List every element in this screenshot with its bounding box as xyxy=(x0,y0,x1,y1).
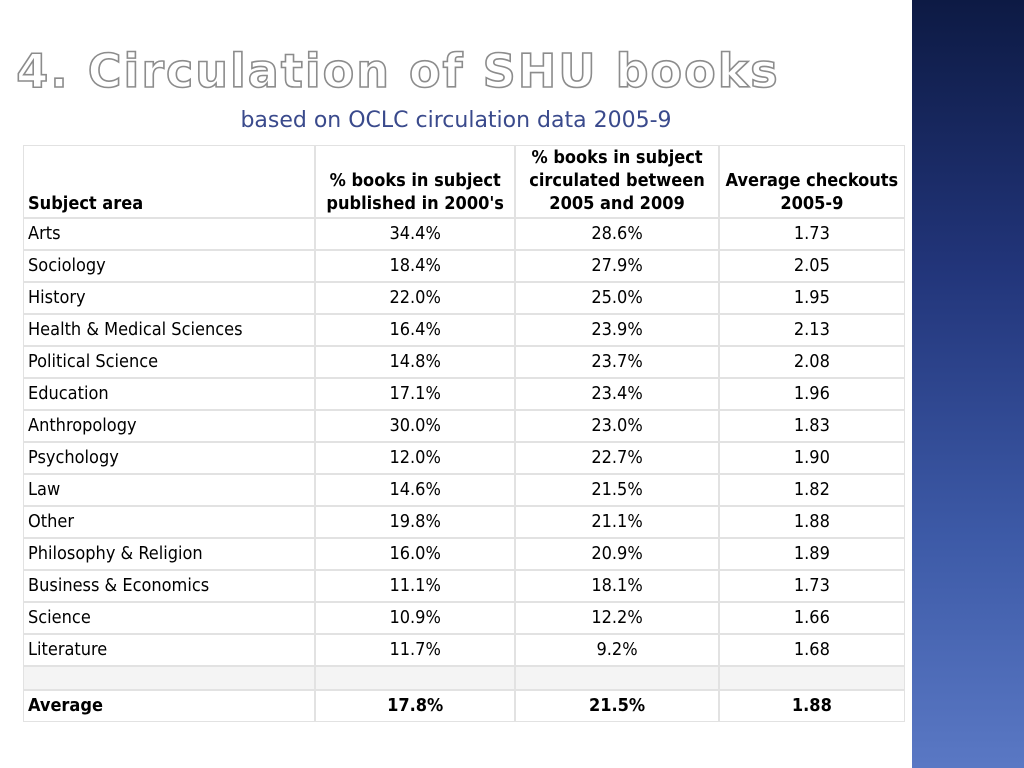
cell-subject: Law xyxy=(24,475,314,505)
cell-circulated: 23.0% xyxy=(516,411,718,441)
header-average-checkouts: Average checkouts 2005-9 xyxy=(719,146,904,217)
cell-circulated: 27.9% xyxy=(516,251,718,281)
spacer-row xyxy=(24,667,904,689)
cell-checkouts: 1.73 xyxy=(719,219,904,249)
spacer-cell xyxy=(315,667,515,689)
cell-circulated: 21.5% xyxy=(516,475,718,505)
cell-circulated: 20.9% xyxy=(516,539,718,569)
slide-title: 4. Circulation of SHU books xyxy=(15,43,780,99)
average-row: Average 17.8% 21.5% 1.88 xyxy=(24,691,904,721)
cell-subject: Science xyxy=(24,603,314,633)
cell-subject: Education xyxy=(24,379,314,409)
table-row: Arts 34.4% 28.6% 1.73 xyxy=(24,219,904,249)
table-row: Other 19.8% 21.1% 1.88 xyxy=(24,507,904,537)
cell-published: 16.4% xyxy=(315,315,515,345)
spacer-cell xyxy=(516,667,718,689)
cell-circulated: 28.6% xyxy=(516,219,718,249)
table-row: Business & Economics 11.1% 18.1% 1.73 xyxy=(24,571,904,601)
average-circulated: 21.5% xyxy=(516,691,718,721)
decorative-side-panel xyxy=(912,0,1024,768)
cell-circulated: 12.2% xyxy=(516,603,718,633)
cell-subject: Sociology xyxy=(24,251,314,281)
cell-published: 11.7% xyxy=(315,635,515,665)
cell-checkouts: 2.08 xyxy=(719,347,904,377)
table-row: History 22.0% 25.0% 1.95 xyxy=(24,283,904,313)
cell-published: 34.4% xyxy=(315,219,515,249)
cell-subject: Other xyxy=(24,507,314,537)
cell-circulated: 25.0% xyxy=(516,283,718,313)
average-published: 17.8% xyxy=(315,691,515,721)
table-row: Literature 11.7% 9.2% 1.68 xyxy=(24,635,904,665)
cell-checkouts: 1.90 xyxy=(719,443,904,473)
cell-checkouts: 1.66 xyxy=(719,603,904,633)
cell-circulated: 22.7% xyxy=(516,443,718,473)
cell-circulated: 23.4% xyxy=(516,379,718,409)
cell-published: 18.4% xyxy=(315,251,515,281)
table-row: Science 10.9% 12.2% 1.66 xyxy=(24,603,904,633)
cell-published: 10.9% xyxy=(315,603,515,633)
cell-circulated: 23.7% xyxy=(516,347,718,377)
cell-subject: Anthropology xyxy=(24,411,314,441)
cell-published: 14.6% xyxy=(315,475,515,505)
cell-checkouts: 1.89 xyxy=(719,539,904,569)
cell-published: 17.1% xyxy=(315,379,515,409)
cell-checkouts: 1.95 xyxy=(719,283,904,313)
cell-checkouts: 1.83 xyxy=(719,411,904,441)
cell-subject: Psychology xyxy=(24,443,314,473)
table-row: Sociology 18.4% 27.9% 2.05 xyxy=(24,251,904,281)
header-subject-area: Subject area xyxy=(24,146,314,217)
spacer-cell xyxy=(24,667,314,689)
table-row: Philosophy & Religion 16.0% 20.9% 1.89 xyxy=(24,539,904,569)
table-header-row: Subject area % books in subject publishe… xyxy=(24,146,904,217)
cell-subject: Literature xyxy=(24,635,314,665)
cell-checkouts: 2.13 xyxy=(719,315,904,345)
cell-checkouts: 1.82 xyxy=(719,475,904,505)
table-row: Political Science 14.8% 23.7% 2.08 xyxy=(24,347,904,377)
cell-subject: History xyxy=(24,283,314,313)
table-row: Health & Medical Sciences 16.4% 23.9% 2.13 xyxy=(24,315,904,345)
header-circulated-2005-2009: % books in subject circulated between 20… xyxy=(516,146,718,217)
cell-published: 11.1% xyxy=(315,571,515,601)
cell-published: 30.0% xyxy=(315,411,515,441)
cell-circulated: 21.1% xyxy=(516,507,718,537)
cell-published: 22.0% xyxy=(315,283,515,313)
cell-checkouts: 1.73 xyxy=(719,571,904,601)
cell-subject: Business & Economics xyxy=(24,571,314,601)
average-checkouts: 1.88 xyxy=(719,691,904,721)
cell-checkouts: 2.05 xyxy=(719,251,904,281)
spacer-cell xyxy=(719,667,904,689)
average-label: Average xyxy=(24,691,314,721)
cell-checkouts: 1.68 xyxy=(719,635,904,665)
cell-subject: Philosophy & Religion xyxy=(24,539,314,569)
cell-checkouts: 1.96 xyxy=(719,379,904,409)
cell-circulated: 9.2% xyxy=(516,635,718,665)
table-row: Psychology 12.0% 22.7% 1.90 xyxy=(24,443,904,473)
cell-published: 14.8% xyxy=(315,347,515,377)
table-row: Law 14.6% 21.5% 1.82 xyxy=(24,475,904,505)
cell-published: 12.0% xyxy=(315,443,515,473)
cell-circulated: 23.9% xyxy=(516,315,718,345)
header-published-2000s: % books in subject published in 2000's xyxy=(315,146,515,217)
cell-circulated: 18.1% xyxy=(516,571,718,601)
cell-published: 19.8% xyxy=(315,507,515,537)
cell-checkouts: 1.88 xyxy=(719,507,904,537)
table-row: Anthropology 30.0% 23.0% 1.83 xyxy=(24,411,904,441)
slide-subtitle: based on OCLC circulation data 2005-9 xyxy=(240,108,672,133)
circulation-table: Subject area % books in subject publishe… xyxy=(22,144,906,723)
cell-subject: Political Science xyxy=(24,347,314,377)
cell-published: 16.0% xyxy=(315,539,515,569)
slide: 4. Circulation of SHU books based on OCL… xyxy=(15,43,906,723)
cell-subject: Health & Medical Sciences xyxy=(24,315,314,345)
table-row: Education 17.1% 23.4% 1.96 xyxy=(24,379,904,409)
cell-subject: Arts xyxy=(24,219,314,249)
